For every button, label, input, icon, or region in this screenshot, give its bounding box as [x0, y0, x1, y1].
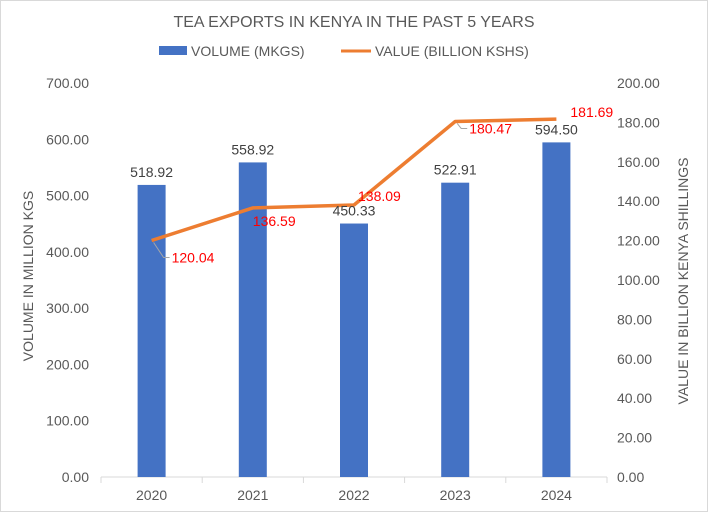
x-tick-label: 2020: [136, 487, 167, 503]
y-tick-label-right: 140.00: [617, 193, 660, 209]
y-tick-label-left: 700.00: [46, 75, 89, 91]
y-tick-label-right: 200.00: [617, 75, 660, 91]
leader-line: [456, 123, 468, 129]
line-value: [151, 117, 557, 243]
y-axis-left: 0.00 100.00 200.00 300.00 400.00 500.00 600.00…: [46, 75, 89, 485]
x-tick-label: 2022: [338, 487, 369, 503]
bar-series-volume: [137, 142, 571, 478]
y-tick-label-left: 500.00: [46, 188, 89, 204]
x-axis: 2020 2021 2022 2023 2024: [100, 476, 608, 503]
bar-volume: [340, 223, 368, 477]
data-labels: 518.92 558.92 450.33 522.91 594.50 120.04 136.…: [130, 104, 613, 265]
y-tick-label-left: 600.00: [46, 131, 89, 147]
y-axis-label-left: VOLUME IN MILLION KGS: [20, 191, 36, 361]
data-label-volume: 594.50: [535, 121, 578, 137]
data-label-volume: 558.92: [231, 141, 274, 157]
bar-volume: [441, 182, 470, 477]
data-label-volume: 518.92: [130, 164, 173, 180]
data-label-value: 181.69: [570, 104, 613, 120]
x-tick-label: 2021: [237, 487, 268, 503]
y-tick-label-left: 400.00: [46, 244, 89, 260]
bar-volume: [542, 142, 571, 478]
data-label-value: 138.09: [358, 188, 401, 204]
y-tick-label-right: 160.00: [617, 154, 660, 170]
y-tick-label-right: 20.00: [617, 430, 652, 446]
legend: VOLUME (MKGS) VALUE (BILLION KSHS): [159, 43, 529, 59]
bar-volume: [238, 162, 267, 477]
data-label-value: 136.59: [253, 213, 296, 229]
legend-label-volume: VOLUME (MKGS): [191, 43, 305, 59]
y-axis-label-right: VALUE IN BILLION KENYA SHILLINGS: [675, 158, 691, 405]
x-tick-label: 2023: [440, 487, 471, 503]
data-label-volume: 450.33: [333, 203, 376, 219]
chart-title: TEA EXPORTS IN KENYA IN THE PAST 5 YEARS: [173, 14, 534, 31]
y-tick-label-right: 80.00: [617, 311, 652, 327]
y-tick-label-right: 100.00: [617, 272, 660, 288]
y-axis-right: 0.00 20.00 40.00 60.00 80.00 100.00 120.00 140.…: [617, 75, 660, 485]
y-tick-label-right: 120.00: [617, 233, 660, 249]
y-tick-label-left: 200.00: [46, 356, 89, 372]
y-tick-label-left: 300.00: [46, 300, 89, 316]
legend-swatch-volume: [159, 46, 187, 55]
y-tick-label-left: 100.00: [46, 413, 89, 429]
x-tick-label: 2024: [541, 487, 572, 503]
data-label-value: 180.47: [469, 120, 512, 136]
data-label-volume: 522.91: [434, 162, 477, 178]
line-series-value: [151, 117, 557, 243]
y-tick-label-right: 180.00: [617, 114, 660, 130]
y-tick-label-right: 40.00: [617, 390, 652, 406]
legend-label-value: VALUE (BILLION KSHS): [375, 43, 529, 59]
data-label-value: 120.04: [172, 250, 215, 266]
leader-line: [153, 242, 170, 259]
y-tick-label-right: 0.00: [617, 469, 644, 485]
y-tick-label-right: 60.00: [617, 351, 652, 367]
bar-volume: [137, 184, 166, 477]
y-tick-label-left: 0.00: [62, 469, 89, 485]
